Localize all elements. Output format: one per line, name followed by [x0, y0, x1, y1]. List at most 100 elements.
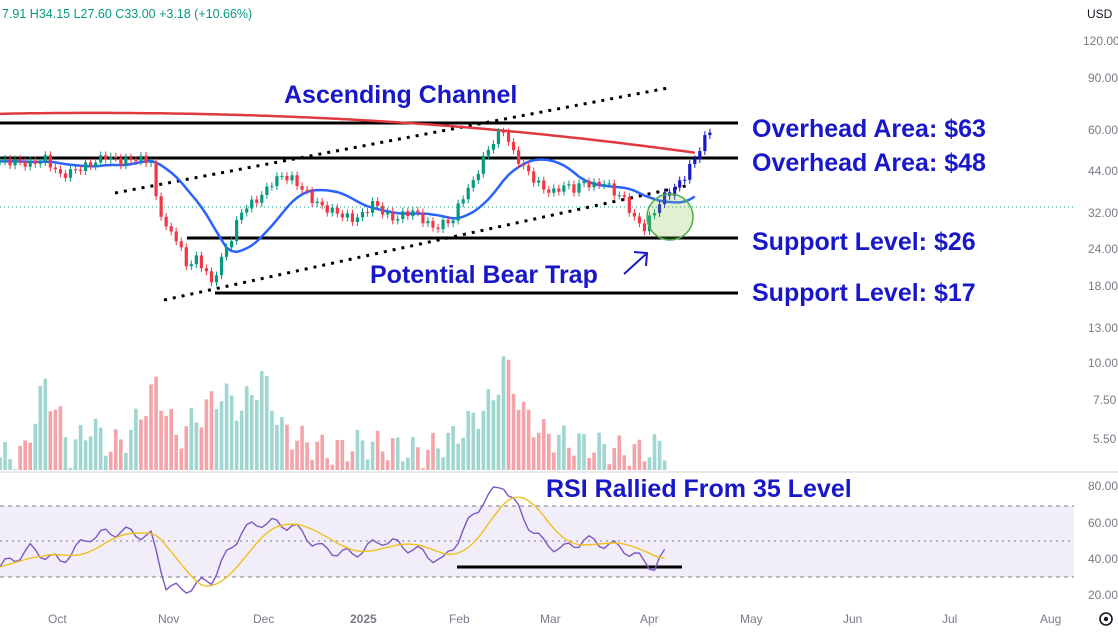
bear-trap-label: Potential Bear Trap	[370, 261, 598, 289]
volume-bar	[607, 464, 612, 470]
candle-body	[63, 173, 68, 178]
candle-body	[68, 169, 73, 178]
volume-bar	[254, 400, 259, 470]
candle-body	[229, 240, 234, 248]
volume-bar	[290, 449, 294, 470]
candle-body	[637, 216, 642, 224]
time-axis: Oct Nov Dec 2025 Feb Mar Apr May Jun Jul…	[48, 612, 1061, 626]
volume-bar	[330, 464, 335, 470]
volume-bar	[88, 436, 93, 470]
volume-bar	[506, 359, 511, 470]
rsi-tick: 60.00	[1088, 516, 1118, 530]
candle-body	[8, 158, 12, 166]
candle-body	[451, 220, 455, 224]
price-tick: 24.00	[1088, 242, 1118, 256]
volume-bar	[234, 420, 239, 470]
candle-body	[678, 180, 682, 188]
volume-bar	[370, 441, 375, 470]
volume-bar	[169, 409, 173, 470]
candle-body	[582, 181, 586, 184]
candle-body	[320, 201, 324, 206]
candle-body	[355, 217, 360, 222]
volume-bar	[93, 418, 98, 470]
volume-bar	[456, 443, 460, 470]
candle-body	[703, 135, 707, 152]
volume-bar	[380, 451, 385, 470]
time-tick: Feb	[449, 612, 470, 626]
volume-bar	[134, 408, 138, 470]
settings-gear-icon[interactable]	[1099, 612, 1113, 626]
candle-body	[446, 219, 450, 224]
volume-bar	[446, 432, 450, 470]
volume-bar	[622, 455, 627, 470]
candle-body	[209, 271, 214, 283]
volume-bar	[260, 371, 264, 470]
volume-bar	[8, 459, 12, 470]
candle-body	[99, 155, 103, 163]
candle-body	[471, 180, 475, 188]
volume-bar	[587, 458, 591, 470]
candle-body	[224, 247, 229, 257]
volume-bar	[73, 439, 78, 470]
volume-bar	[199, 427, 204, 470]
candle-body	[270, 186, 274, 188]
volume-bar	[295, 440, 299, 470]
rsi-ma-line	[0, 496, 665, 587]
rsi-tick: 40.00	[1088, 552, 1118, 566]
volume-bar	[139, 419, 143, 470]
candle-body	[642, 223, 647, 232]
price-tick: 5.50	[1093, 432, 1117, 446]
candle-body	[632, 212, 636, 217]
volume-bar	[360, 440, 365, 470]
volume-bar	[567, 447, 571, 470]
candle-body	[391, 211, 395, 221]
price-tick: 90.00	[1088, 71, 1118, 85]
candle-body	[662, 192, 667, 205]
candle-body	[174, 231, 178, 242]
volume-bar	[592, 452, 596, 470]
candle-body	[119, 157, 123, 166]
candle-body	[159, 196, 163, 217]
volume-bar	[511, 393, 516, 470]
volume-bar	[219, 401, 224, 470]
volume-bar	[662, 460, 667, 470]
volume-bar	[406, 457, 410, 470]
candle-body	[164, 216, 168, 227]
volume-bar	[390, 438, 395, 470]
candle-body	[708, 132, 712, 136]
volume-bar	[375, 430, 380, 470]
candle-body	[144, 155, 148, 164]
candle-body	[557, 188, 561, 192]
price-tick: 44.00	[1088, 164, 1118, 178]
price-candles	[0, 127, 712, 287]
candle-body	[456, 203, 460, 221]
candle-body	[693, 159, 697, 164]
volume-bar	[400, 461, 405, 470]
candle-body	[154, 161, 158, 197]
volume-bar	[335, 439, 340, 470]
channel-upper-line	[114, 86, 669, 195]
candle-body	[396, 219, 400, 221]
price-tick: 7.50	[1093, 393, 1117, 407]
volume-bar	[68, 467, 73, 470]
candle-body	[169, 226, 173, 232]
volume-bar	[144, 416, 148, 470]
volume-bar	[33, 423, 38, 470]
candle-body	[381, 205, 385, 215]
support-26-label: Support Level: $26	[752, 228, 976, 256]
candle-body	[622, 195, 626, 197]
candle-body	[124, 157, 128, 166]
volume-bar	[491, 400, 496, 470]
volume-bar	[214, 409, 219, 470]
candle-body	[149, 161, 153, 164]
candle-body	[0, 161, 2, 163]
volume-bar	[602, 444, 606, 470]
ma-200-line	[0, 111, 695, 154]
ascending-channel-label: Ascending Channel	[284, 81, 517, 109]
candle-body	[73, 169, 78, 171]
time-tick: Aug	[1040, 612, 1061, 626]
volume-bar	[466, 410, 471, 470]
candle-body	[13, 159, 17, 166]
candle-body	[184, 247, 188, 267]
